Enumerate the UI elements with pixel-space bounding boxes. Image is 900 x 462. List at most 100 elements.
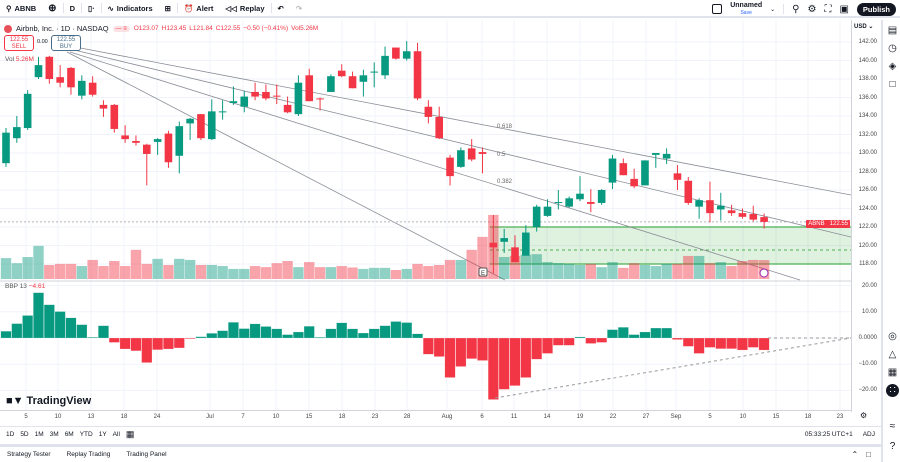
- redo-button[interactable]: ↷: [290, 0, 308, 17]
- calendar-icon[interactable]: ▦: [887, 367, 898, 378]
- candle-body: [121, 135, 129, 140]
- date-range-bar: 1D 5D 1M 3M 6M YTD 1Y All ▦ 05:33:25 UTC…: [0, 426, 881, 442]
- indicators-button[interactable]: ∿ Indicators: [107, 3, 153, 13]
- price-tick: 136.00: [858, 94, 877, 101]
- bbp-bar: [43, 304, 55, 339]
- bbp-bar: [173, 337, 185, 349]
- tab-trading-panel[interactable]: Trading Panel: [126, 451, 167, 458]
- apps-icon[interactable]: ∷: [886, 384, 899, 397]
- layout-name-button[interactable]: Unnamed Save: [730, 2, 763, 16]
- range-all[interactable]: All: [112, 431, 120, 438]
- tab-replay-trading[interactable]: Replay Trading: [66, 451, 111, 458]
- layers-icon[interactable]: ◈: [888, 61, 897, 72]
- ideas-icon[interactable]: △: [888, 349, 897, 360]
- range-5d[interactable]: 5D: [20, 431, 29, 438]
- volume-bar: [661, 263, 672, 279]
- quick-search-icon[interactable]: ⚲: [792, 3, 800, 15]
- candle-body: [522, 232, 530, 256]
- bbp-bar: [119, 337, 131, 350]
- maximize-icon[interactable]: □: [866, 450, 871, 459]
- time-tick: 10: [272, 414, 280, 420]
- goto-date-icon[interactable]: ▦: [125, 429, 135, 439]
- volume-bar: [444, 259, 456, 279]
- symbol-title[interactable]: Airbnb, Inc. · 1D · NASDAQ: [16, 24, 109, 33]
- goto-settings-icon[interactable]: ⚙: [860, 411, 868, 420]
- price-tick: 128.00: [858, 168, 877, 175]
- price-tick: 138.00: [858, 76, 877, 82]
- candle-body: [402, 51, 411, 59]
- time-tick: 18: [338, 414, 346, 420]
- volume-bar: [369, 267, 380, 279]
- clock[interactable]: 05:33:25 UTC+1: [804, 431, 853, 438]
- fib-level-label: 0.618: [497, 124, 513, 130]
- bbp-bar: [130, 337, 142, 352]
- candle-body: [652, 153, 660, 155]
- legend-toggle[interactable]: — ≡: [112, 25, 130, 32]
- divider: [783, 4, 785, 14]
- range-ytd[interactable]: YTD: [79, 431, 93, 438]
- settings-icon[interactable]: ⚙: [807, 3, 817, 15]
- help-icon[interactable]: ?: [889, 441, 896, 452]
- candle-body: [45, 56, 54, 79]
- alarm-clock-icon[interactable]: ◷: [888, 43, 897, 54]
- tv-logo-icon: ■▼: [6, 395, 24, 407]
- price-axis[interactable]: 142.00 140.00 138.00 136.00 134.00 132.00 130.…: [851, 20, 880, 412]
- fullscreen-icon[interactable]: ⛶: [824, 3, 832, 15]
- range-1d[interactable]: 1D: [6, 431, 15, 438]
- volume-bar: [607, 262, 618, 279]
- range-3m[interactable]: 3M: [49, 431, 59, 438]
- volume-bar: [585, 263, 597, 279]
- range-1m[interactable]: 1M: [34, 431, 44, 438]
- undo-button[interactable]: ↶: [272, 0, 290, 17]
- volume-bar: [672, 263, 683, 279]
- sell-button[interactable]: 122.55 SELL: [4, 35, 34, 51]
- layout-checkbox-icon[interactable]: [712, 4, 723, 14]
- publish-button[interactable]: Publish: [856, 2, 896, 16]
- volume-bar: [704, 263, 716, 279]
- target-icon[interactable]: ◎: [888, 331, 897, 342]
- replay-button[interactable]: ◁◁ Replay: [225, 3, 265, 13]
- time-tick: 10: [54, 414, 62, 420]
- bbp-bar: [715, 337, 727, 349]
- symbol-search[interactable]: ⚲ ABNB: [6, 3, 37, 13]
- chat-icon[interactable]: □: [889, 79, 896, 90]
- tab-strategy-tester[interactable]: Strategy Tester: [7, 451, 51, 458]
- chart-type-button[interactable]: ▯‧: [82, 0, 101, 17]
- chevron-up-icon[interactable]: ⌃: [851, 450, 859, 459]
- candle-body: [186, 118, 194, 124]
- bbp-bar: [54, 311, 66, 339]
- adj-toggle[interactable]: ADJ: [862, 431, 875, 438]
- watchlist-icon[interactable]: ▤: [887, 25, 898, 36]
- candle-body: [695, 200, 703, 207]
- time-axis[interactable]: 5 10 13 18 24 Jul 7 10 15 18 23 28 Aug 6 11 14 19 22 27 Sep…: [0, 410, 851, 424]
- volume-bar: [119, 266, 131, 279]
- volume-bar: [347, 267, 358, 279]
- price-tick: 130.00: [858, 150, 877, 156]
- buy-button[interactable]: 122.55 BUY: [51, 35, 81, 51]
- interval-button[interactable]: D: [69, 3, 75, 13]
- bbp-trendline: [494, 337, 851, 399]
- price-chart[interactable]: 0.618 0.5 0.382 E: [0, 20, 851, 412]
- time-tick: 11: [510, 414, 518, 420]
- candle-body: [262, 91, 270, 99]
- range-1y[interactable]: 1Y: [98, 431, 107, 438]
- airbnb-logo-icon: [4, 24, 12, 33]
- candle-body: [478, 152, 487, 154]
- bbp-bar: [672, 337, 683, 340]
- camera-icon[interactable]: ▣: [839, 3, 849, 15]
- bbp-bar: [163, 337, 174, 350]
- volume-bar: [434, 264, 445, 279]
- volume-bar: [618, 267, 629, 279]
- bbp-tick: 20.00: [861, 282, 877, 289]
- volume-bar: [726, 266, 737, 279]
- alert-button[interactable]: ⏰ Alert: [183, 3, 214, 13]
- templates-button[interactable]: ⊞: [159, 0, 177, 17]
- broadcast-icon[interactable]: ≈: [889, 421, 896, 432]
- chevron-down-icon[interactable]: ⌄: [770, 6, 776, 13]
- volume-bar: [76, 266, 88, 279]
- currency-selector[interactable]: USD ⌄: [854, 24, 874, 30]
- candle-body: [229, 101, 238, 104]
- volume-bar: [628, 263, 640, 279]
- compare-button[interactable]: ⊕: [42, 0, 62, 17]
- range-6m[interactable]: 6M: [64, 431, 74, 438]
